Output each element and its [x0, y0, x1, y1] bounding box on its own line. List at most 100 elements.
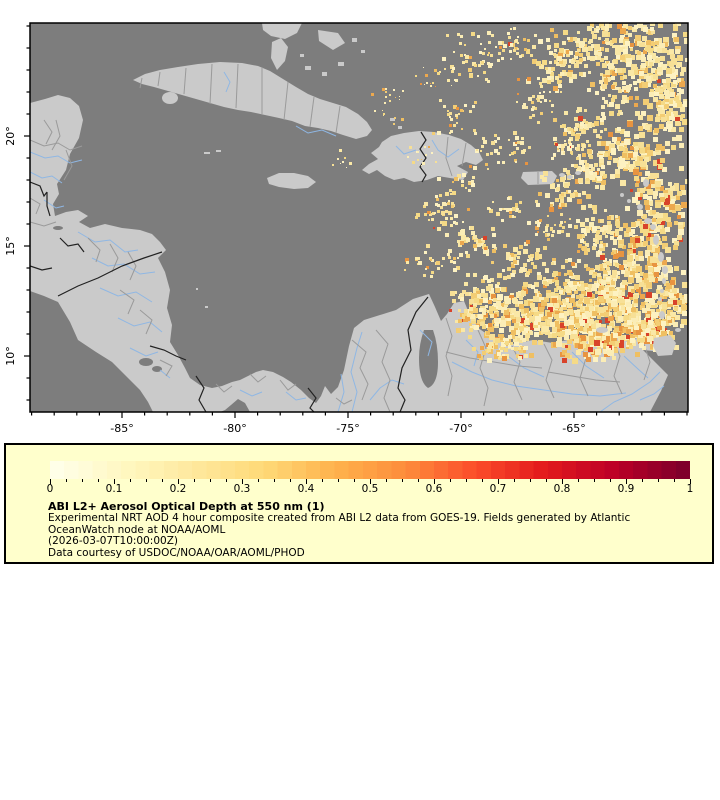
aod-pixel — [465, 55, 469, 59]
aod-pixel — [675, 49, 680, 54]
aod-pixel — [605, 318, 610, 323]
aod-pixel — [564, 221, 566, 223]
aod-pixel — [661, 64, 667, 70]
aod-pixel — [582, 57, 586, 61]
aod-pixel — [620, 55, 625, 60]
aod-pixel — [586, 194, 591, 199]
aod-pixel — [464, 104, 467, 107]
aod-pixel — [555, 198, 559, 202]
island — [305, 66, 311, 70]
aod-pixel — [680, 324, 684, 328]
aod-pixel — [576, 60, 580, 64]
aod-pixel — [646, 303, 651, 308]
aod-pixel — [645, 125, 650, 130]
aod-pixel — [653, 324, 658, 329]
aod-pixel — [597, 56, 601, 60]
aod-pixel — [602, 31, 608, 37]
aod-pixel — [537, 121, 540, 124]
aod-pixel — [670, 54, 675, 59]
aod-pixel — [632, 145, 637, 150]
aod-pixel — [468, 68, 472, 72]
aod-pixel — [622, 95, 627, 100]
aod-pixel — [447, 253, 450, 256]
colorbar-major-tick — [434, 479, 435, 484]
aod-pixel — [462, 61, 465, 64]
aod-pixel — [339, 149, 342, 152]
aod-pixel — [496, 301, 501, 306]
aod-pixel — [563, 168, 567, 172]
aod-pixel — [427, 211, 430, 214]
aod-pixel — [643, 50, 647, 54]
aod-pixel — [521, 322, 526, 327]
aod-pixel — [612, 274, 616, 278]
aod-pixel — [562, 299, 566, 303]
aod-pixel — [461, 128, 463, 130]
aod-pixel — [639, 343, 644, 348]
aod-pixel — [585, 174, 590, 179]
aod-pixel — [561, 144, 565, 148]
aod-pixel — [537, 254, 542, 259]
aod-pixel — [669, 204, 675, 210]
aod-pixel — [576, 110, 579, 113]
aod-pixel — [621, 270, 625, 274]
aod-pixel — [586, 248, 590, 252]
aod-pixel — [495, 338, 500, 343]
aod-pixel — [667, 87, 672, 92]
aod-pixel — [559, 60, 563, 64]
aod-pixel — [629, 345, 633, 349]
aod-pixel — [519, 304, 524, 309]
aod-pixel — [651, 30, 655, 34]
aod-pixel — [477, 35, 480, 38]
aod-pixel — [571, 164, 574, 167]
aod-pixel — [606, 346, 611, 351]
aod-pixel — [537, 77, 540, 80]
aod-pixel — [545, 67, 548, 70]
aod-pixel — [424, 146, 426, 148]
aod-pixel — [663, 291, 668, 296]
aod-pixel — [631, 222, 636, 227]
aod-pixel — [434, 212, 436, 214]
aod-pixel — [510, 334, 515, 339]
aod-pixel — [653, 195, 657, 199]
aod-pixel — [663, 275, 668, 280]
river — [623, 355, 649, 379]
aod-pixel — [521, 291, 526, 296]
aod-pixel — [508, 345, 511, 348]
aod-pixel — [595, 349, 601, 355]
aod-pixel — [523, 103, 526, 106]
aod-hot-pixel — [565, 345, 568, 348]
aod-pixel — [676, 135, 682, 141]
aod-pixel — [535, 233, 538, 236]
aod-pixel — [542, 326, 548, 332]
aod-pixel — [662, 236, 667, 241]
aod-pixel — [450, 130, 453, 133]
aod-pixel — [506, 321, 511, 326]
aod-pixel — [657, 285, 662, 290]
aod-pixel — [474, 298, 479, 303]
aod-pixel — [465, 316, 470, 321]
island — [347, 121, 353, 124]
aod-pixel — [462, 173, 465, 176]
admin-border — [477, 329, 489, 407]
aod-pixel — [568, 139, 571, 142]
aod-pixel — [477, 294, 481, 298]
aod-pixel — [501, 219, 504, 222]
aod-pixel — [654, 128, 659, 133]
aod-pixel — [560, 125, 563, 128]
aod-pixel — [484, 48, 486, 50]
aod-pixel — [597, 273, 601, 277]
aod-pixel — [489, 208, 491, 210]
aod-pixel — [556, 332, 560, 336]
island — [352, 38, 357, 42]
aod-pixel — [650, 344, 655, 349]
aod-pixel — [432, 132, 435, 135]
aod-pixel — [594, 163, 598, 167]
aod-pixel — [531, 101, 534, 104]
aod-pixel — [453, 221, 456, 224]
aod-pixel — [471, 32, 475, 36]
colorbar-major-tick — [370, 479, 371, 484]
aod-pixel — [628, 292, 633, 297]
aod-pixel — [574, 319, 579, 324]
aod-pixel — [547, 238, 550, 241]
aod-pixel — [557, 56, 562, 61]
